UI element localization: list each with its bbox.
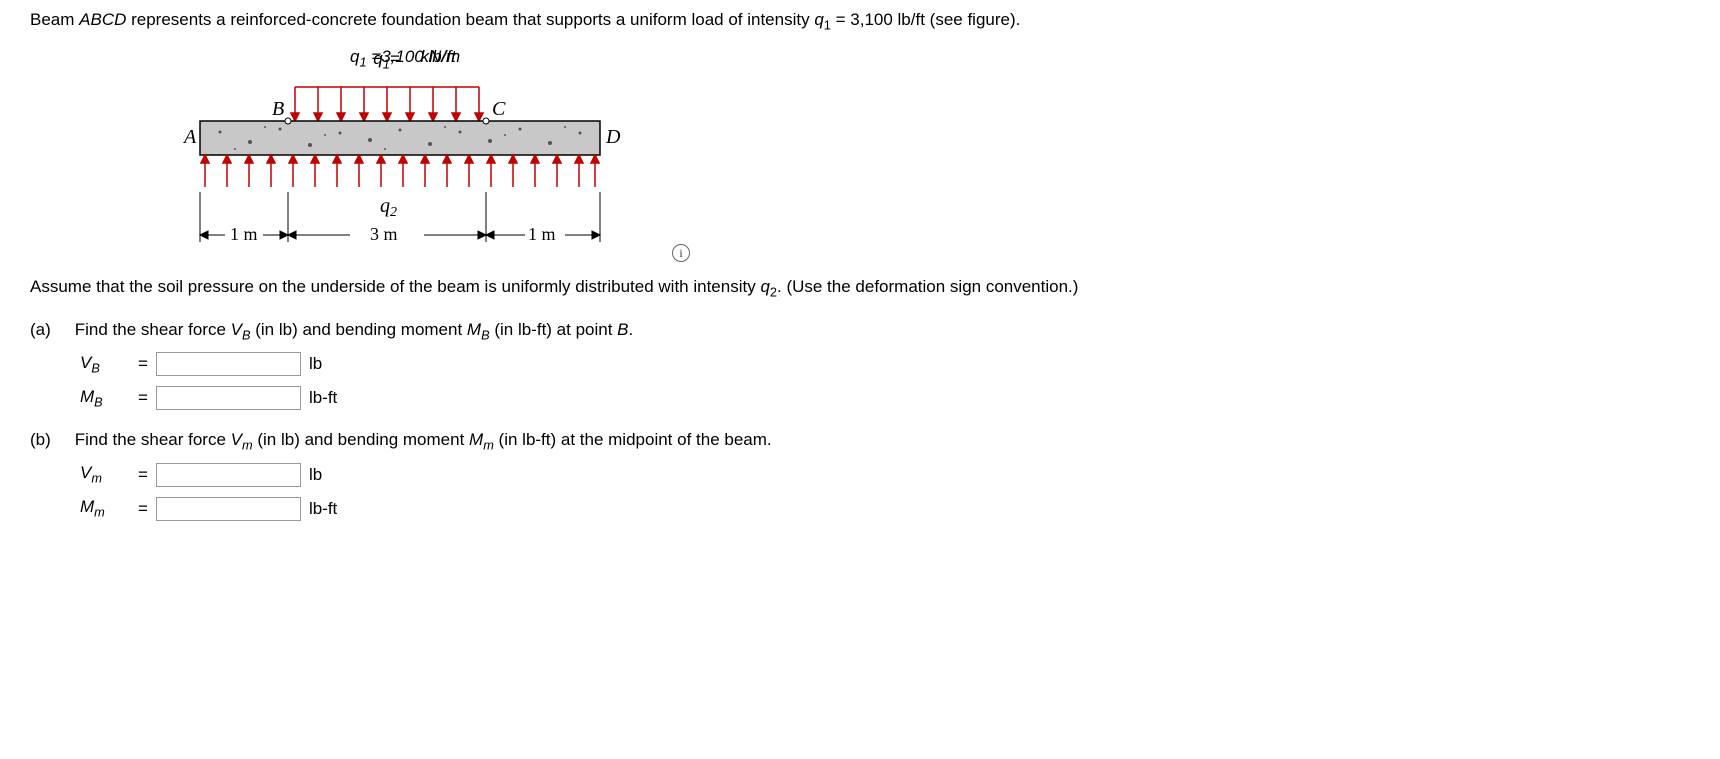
intro-eq: = 3,100 lb/ft (see figure). xyxy=(831,10,1020,29)
mm-row: Mm = lb-ft xyxy=(80,497,1690,521)
vb-unit: lb xyxy=(309,354,322,374)
vm-unit: lb xyxy=(309,465,322,485)
mb-label: MB xyxy=(80,387,130,409)
vm-label: Vm xyxy=(80,463,130,485)
problem-intro: Beam ABCD represents a reinforced-concre… xyxy=(30,10,1690,32)
intro-mid: represents a reinforced-concrete foundat… xyxy=(126,10,814,29)
beam-diagram-svg: A B C D q2 1 m 3 m 1 m xyxy=(170,77,670,267)
vm-input[interactable] xyxy=(156,463,301,487)
label-C: C xyxy=(492,98,506,120)
q1-var: q xyxy=(814,10,823,29)
part-b-label: (b) xyxy=(30,430,70,450)
beam-figure: q1 =q1=3,100 lb/ftkN/m xyxy=(170,47,670,257)
mb-input[interactable] xyxy=(156,386,301,410)
vm-row: Vm = lb xyxy=(80,463,1690,487)
assume-text: Assume that the soil pressure on the und… xyxy=(30,277,1690,299)
mb-unit: lb-ft xyxy=(309,388,337,408)
mm-unit: lb-ft xyxy=(309,499,337,519)
part-b: (b) Find the shear force Vm (in lb) and … xyxy=(30,430,1690,520)
part-a: (a) Find the shear force VB (in lb) and … xyxy=(30,320,1690,410)
intro-prefix: Beam xyxy=(30,10,79,29)
label-A: A xyxy=(182,126,197,148)
part-a-label: (a) xyxy=(30,320,70,340)
vb-label: VB xyxy=(80,353,130,375)
dim-mid: 3 m xyxy=(370,224,398,244)
info-icon[interactable]: i xyxy=(672,244,690,262)
mm-label: Mm xyxy=(80,497,130,519)
mb-row: MB = lb-ft xyxy=(80,386,1690,410)
label-D: D xyxy=(605,126,621,148)
vb-row: VB = lb xyxy=(80,352,1690,376)
beam-name: ABCD xyxy=(79,10,126,29)
label-q2: q2 xyxy=(380,195,397,220)
dim-left: 1 m xyxy=(230,224,258,244)
dim-right: 1 m xyxy=(528,224,556,244)
q1-sub: 1 xyxy=(824,17,831,32)
mm-input[interactable] xyxy=(156,497,301,521)
vb-input[interactable] xyxy=(156,352,301,376)
load-label: q1 =q1=3,100 lb/ftkN/m xyxy=(350,47,456,69)
label-B: B xyxy=(272,98,284,120)
